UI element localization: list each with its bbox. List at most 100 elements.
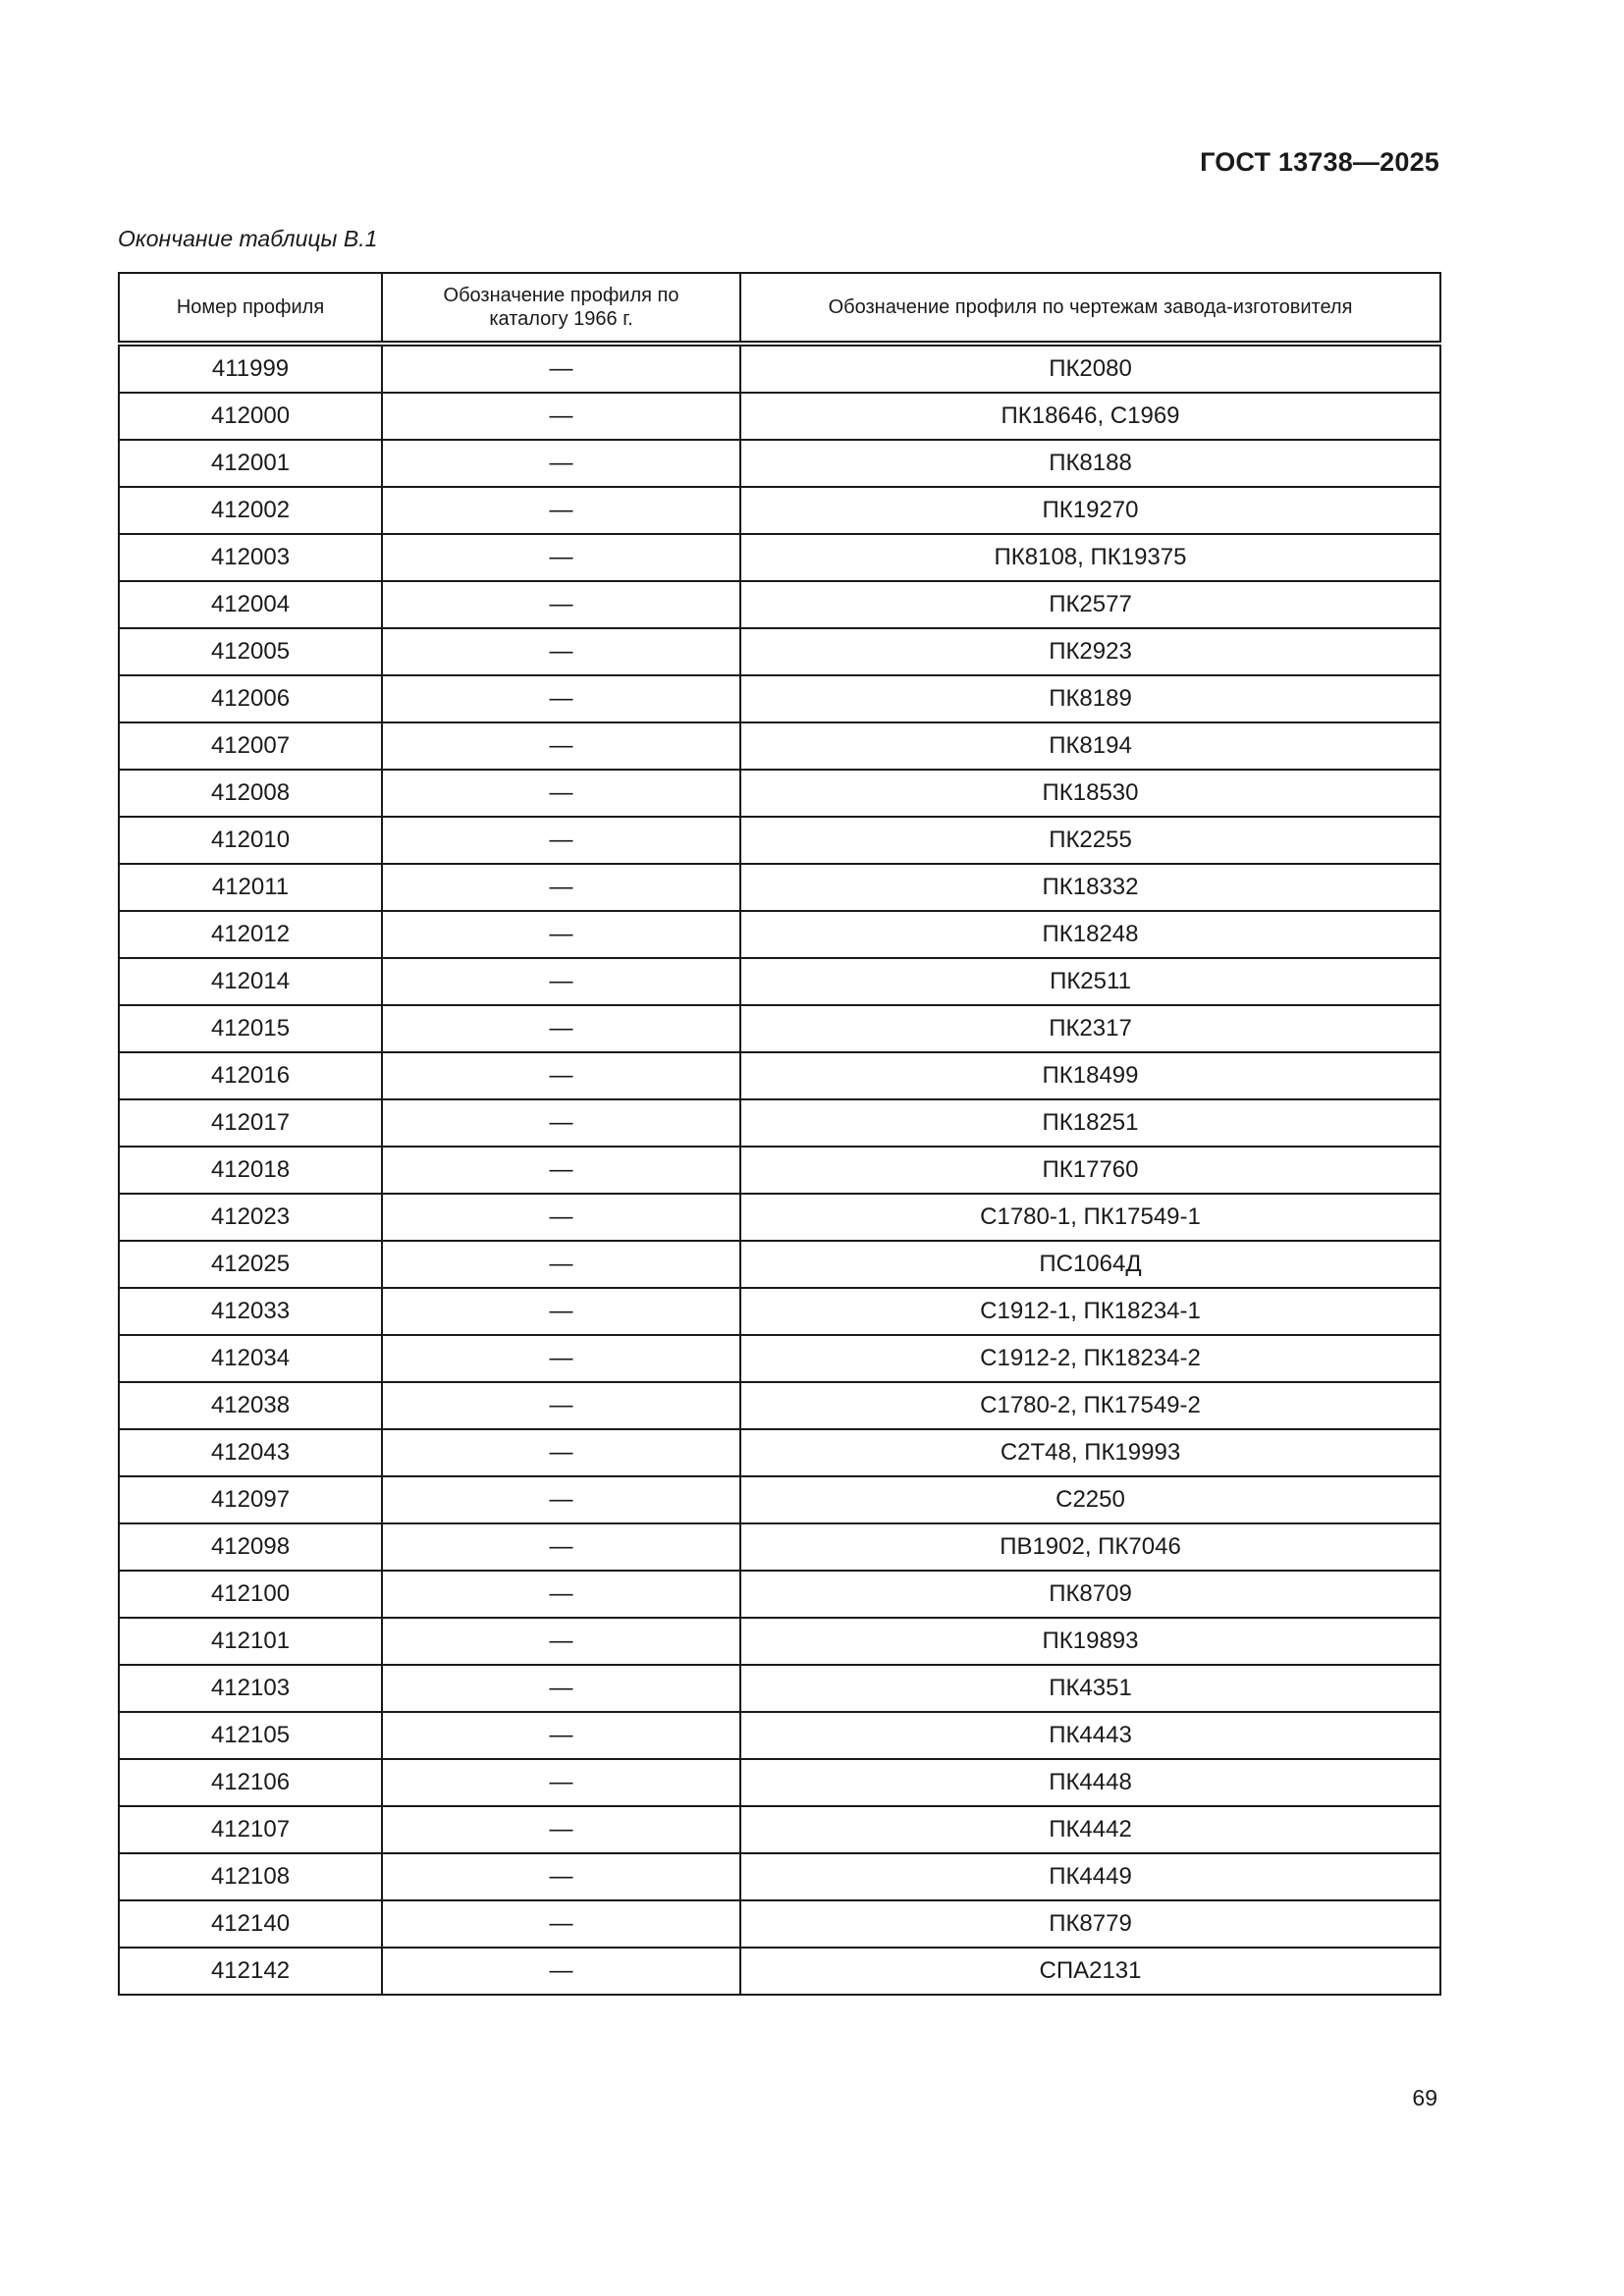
cell-manufacturer-drawing: ПК4448	[739, 1758, 1441, 1807]
cell-profile-number: 412003	[118, 533, 383, 582]
cell-manufacturer-drawing: ПК19893	[739, 1617, 1441, 1666]
cell-catalog-1966: —	[381, 721, 741, 771]
cell-profile-number: 412103	[118, 1664, 383, 1713]
table-row: 412043— С2Т48, ПК19993	[118, 1428, 1441, 1477]
cell-profile-number: 412034	[118, 1334, 383, 1383]
cell-manufacturer-drawing: ПК18530	[739, 769, 1441, 818]
cell-profile-number: 412004	[118, 580, 383, 629]
table-row: 412100— ПК8709	[118, 1570, 1441, 1619]
table-row: 412015— ПК2317	[118, 1004, 1441, 1053]
table-row: 412025— ПС1064Д	[118, 1240, 1441, 1289]
cell-manufacturer-drawing: ПК18251	[739, 1098, 1441, 1148]
cell-profile-number: 412101	[118, 1617, 383, 1666]
cell-manufacturer-drawing: ПК2255	[739, 816, 1441, 865]
table-row: 412142— СПА2131	[118, 1947, 1441, 1996]
cell-manufacturer-drawing: ПВ1902, ПК7046	[739, 1522, 1441, 1572]
cell-manufacturer-drawing: ПК2080	[739, 343, 1441, 394]
cell-manufacturer-drawing: ПК8709	[739, 1570, 1441, 1619]
document-code: ГОСТ 13738—2025	[1200, 147, 1439, 177]
cell-catalog-1966: —	[381, 580, 741, 629]
cell-catalog-1966: —	[381, 627, 741, 676]
cell-profile-number: 412017	[118, 1098, 383, 1148]
cell-manufacturer-drawing: ПК8108, ПК19375	[739, 533, 1441, 582]
table-row: 412016— ПК18499	[118, 1051, 1441, 1100]
table-row: 412105— ПК4443	[118, 1711, 1441, 1760]
cell-profile-number: 412038	[118, 1381, 383, 1430]
table-row: 412023— С1780-1, ПК17549-1	[118, 1193, 1441, 1242]
cell-catalog-1966: —	[381, 439, 741, 488]
cell-profile-number: 412007	[118, 721, 383, 771]
cell-manufacturer-drawing: С1912-2, ПК18234-2	[739, 1334, 1441, 1383]
cell-profile-number: 412140	[118, 1899, 383, 1949]
table-row: 412106— ПК4448	[118, 1758, 1441, 1807]
table-row: 412017— ПК18251	[118, 1098, 1441, 1148]
table-row: 412038— С1780-2, ПК17549-2	[118, 1381, 1441, 1430]
cell-catalog-1966: —	[381, 1428, 741, 1477]
cell-catalog-1966: —	[381, 1098, 741, 1148]
cell-manufacturer-drawing: ПК19270	[739, 486, 1441, 535]
table-row: 412033— С1912-1, ПК18234-1	[118, 1287, 1441, 1336]
table-row: 412007— ПК8194	[118, 721, 1441, 771]
table-row: 412004— ПК2577	[118, 580, 1441, 629]
cell-manufacturer-drawing: ПК2511	[739, 957, 1441, 1006]
cell-profile-number: 412142	[118, 1947, 383, 1996]
table-row: 412005— ПК2923	[118, 627, 1441, 676]
cell-manufacturer-drawing: ПК4449	[739, 1852, 1441, 1901]
cell-catalog-1966: —	[381, 1899, 741, 1949]
cell-catalog-1966: —	[381, 343, 741, 394]
cell-profile-number: 412016	[118, 1051, 383, 1100]
cell-profile-number: 412107	[118, 1805, 383, 1854]
cell-profile-number: 412000	[118, 392, 383, 441]
column-header-profile-number: Номер профиля	[118, 272, 383, 347]
cell-manufacturer-drawing: ПК17760	[739, 1146, 1441, 1195]
cell-manufacturer-drawing: ПК2923	[739, 627, 1441, 676]
cell-profile-number: 412015	[118, 1004, 383, 1053]
cell-manufacturer-drawing: ПК18248	[739, 910, 1441, 959]
cell-catalog-1966: —	[381, 816, 741, 865]
cell-profile-number: 412010	[118, 816, 383, 865]
cell-profile-number: 412011	[118, 863, 383, 912]
table-row: 412101— ПК19893	[118, 1617, 1441, 1666]
table-row: 412010— ПК2255	[118, 816, 1441, 865]
table-row: 412103— ПК4351	[118, 1664, 1441, 1713]
cell-manufacturer-drawing: С2250	[739, 1475, 1441, 1524]
cell-catalog-1966: —	[381, 1947, 741, 1996]
cell-profile-number: 412043	[118, 1428, 383, 1477]
table-row: 412000— ПК18646, С1969	[118, 392, 1441, 441]
cell-catalog-1966: —	[381, 1805, 741, 1854]
cell-manufacturer-drawing: ПК8189	[739, 674, 1441, 723]
cell-manufacturer-drawing: ПК8779	[739, 1899, 1441, 1949]
cell-profile-number: 412012	[118, 910, 383, 959]
table-row: 412003— ПК8108, ПК19375	[118, 533, 1441, 582]
cell-catalog-1966: —	[381, 486, 741, 535]
column-header-manufacturer-drawing: Обозначение профиля по чертежам завода-и…	[739, 272, 1441, 347]
cell-profile-number: 412100	[118, 1570, 383, 1619]
table-row: 412018— ПК17760	[118, 1146, 1441, 1195]
cell-profile-number: 412108	[118, 1852, 383, 1901]
cell-manufacturer-drawing: ПК18499	[739, 1051, 1441, 1100]
cell-manufacturer-drawing: С1780-1, ПК17549-1	[739, 1193, 1441, 1242]
cell-profile-number: 412006	[118, 674, 383, 723]
cell-profile-number: 412018	[118, 1146, 383, 1195]
cell-catalog-1966: —	[381, 1758, 741, 1807]
cell-catalog-1966: —	[381, 674, 741, 723]
cell-manufacturer-drawing: ПК4443	[739, 1711, 1441, 1760]
cell-catalog-1966: —	[381, 533, 741, 582]
cell-catalog-1966: —	[381, 1522, 741, 1572]
table-row: 412014— ПК2511	[118, 957, 1441, 1006]
cell-catalog-1966: —	[381, 1193, 741, 1242]
cell-profile-number: 412033	[118, 1287, 383, 1336]
cell-profile-number: 412098	[118, 1522, 383, 1572]
table-row: 412006— ПК8189	[118, 674, 1441, 723]
cell-profile-number: 412005	[118, 627, 383, 676]
cell-profile-number: 411999	[118, 343, 383, 394]
table-row: 412098— ПВ1902, ПК7046	[118, 1522, 1441, 1572]
cell-catalog-1966: —	[381, 910, 741, 959]
table-row: 412107— ПК4442	[118, 1805, 1441, 1854]
cell-manufacturer-drawing: С2Т48, ПК19993	[739, 1428, 1441, 1477]
cell-manufacturer-drawing: ПК4442	[739, 1805, 1441, 1854]
cell-catalog-1966: —	[381, 1475, 741, 1524]
cell-manufacturer-drawing: СПА2131	[739, 1947, 1441, 1996]
cell-profile-number: 412002	[118, 486, 383, 535]
cell-catalog-1966: —	[381, 1334, 741, 1383]
